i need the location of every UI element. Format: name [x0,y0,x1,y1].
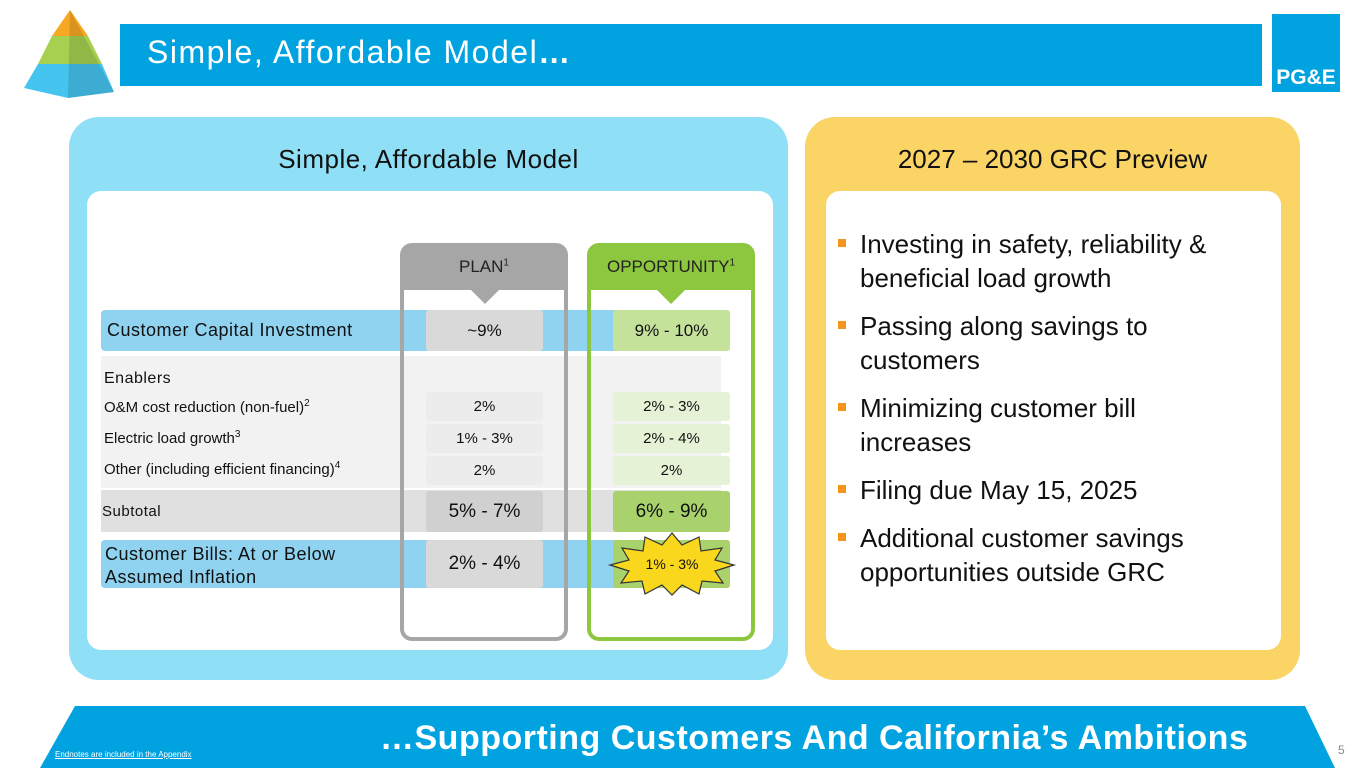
opportunity-cell: 6% - 9% [613,491,730,532]
footnote: 3 [234,429,241,440]
bullet-marker [838,403,846,411]
bullet-text: Filing due May 15, 2025 [860,475,1138,505]
bullet-marker [838,239,846,247]
label-text: Electric load growth [104,430,235,447]
row-label: Customer Capital Investment [107,320,353,340]
plan-cell: 2% [426,456,543,485]
opportunity-cell: 2% [613,456,730,485]
footnote: 4 [334,460,341,471]
page-number: 5 [1338,743,1345,757]
footer-title: …Supporting Customers And California’s A… [380,719,1249,757]
footnote: 1 [503,257,509,269]
plan-cell: 2% [426,392,543,421]
logo: PG&E [1272,14,1340,92]
header-bar [120,24,1262,86]
row-label: Electric load growth3 [104,429,240,447]
bullet-marker [838,485,846,493]
column-label: OPPORTUNITY [606,257,730,276]
bullet-text: Minimizing customer bill increases [860,393,1136,457]
group-label: Enablers [104,370,172,387]
bullet: Filing due May 15, 2025 [838,473,1248,507]
title-text: Simple, Affordable Model [147,34,539,70]
column-label: PLAN [459,257,504,276]
row-label: Subtotal [102,503,162,520]
pointer [656,289,686,304]
bullet: Investing in safety, reliability & benef… [838,227,1248,295]
bullet-list: Investing in safety, reliability & benef… [838,227,1248,603]
row-label: Customer Bills: At or Below Assumed Infl… [105,544,336,587]
footnote: 2 [304,398,310,409]
opportunity-cell: 2% - 3% [613,392,730,421]
bullet-marker [838,321,846,329]
header-title: Simple, Affordable Model… [147,34,572,71]
label-text: O&M cost reduction (non-fuel) [104,399,305,416]
title-suffix: … [538,34,572,70]
plan-cell: ~9% [426,310,543,351]
plan-cell: 5% - 7% [426,491,543,532]
label-text: Other (including efficient financing) [104,461,335,478]
opportunity-column [587,243,755,641]
bullet-text: Investing in safety, reliability & benef… [860,229,1207,293]
row-label: Other (including efficient financing)4 [104,460,340,478]
bullet: Additional customer savings opportunitie… [838,521,1248,589]
footnote: 1 [729,257,736,269]
opportunity-value: 1% - 3% [645,556,699,572]
preview-title: 2027 – 2030 GRC Preview [897,144,1208,174]
bullet: Minimizing customer bill increases [838,391,1248,459]
endnote-link[interactable]: Endnotes are included in the Appendix [55,750,192,759]
opportunity-cell: 9% - 10% [613,310,730,351]
pointer [470,289,500,304]
opportunity-cell: 2% - 4% [613,424,730,453]
footer-bar [40,706,1335,768]
preview-card [826,191,1281,650]
bullet-marker [838,533,846,541]
bullet-text: Additional customer savings opportunitie… [860,523,1184,587]
plan-column [400,243,568,641]
plan-cell: 2% - 4% [426,540,543,588]
column-header: OPPORTUNITY1 [587,257,755,277]
row-label: O&M cost reduction (non-fuel)2 [104,398,310,416]
bullet-text: Passing along savings to customers [860,311,1148,375]
starburst [607,532,737,596]
bullet: Passing along savings to customers [838,309,1248,377]
column-header: PLAN1 [400,257,568,277]
plan-cell: 1% - 3% [426,424,543,453]
model-title: Simple, Affordable Model [278,144,579,174]
pyramid-icon [24,10,114,98]
